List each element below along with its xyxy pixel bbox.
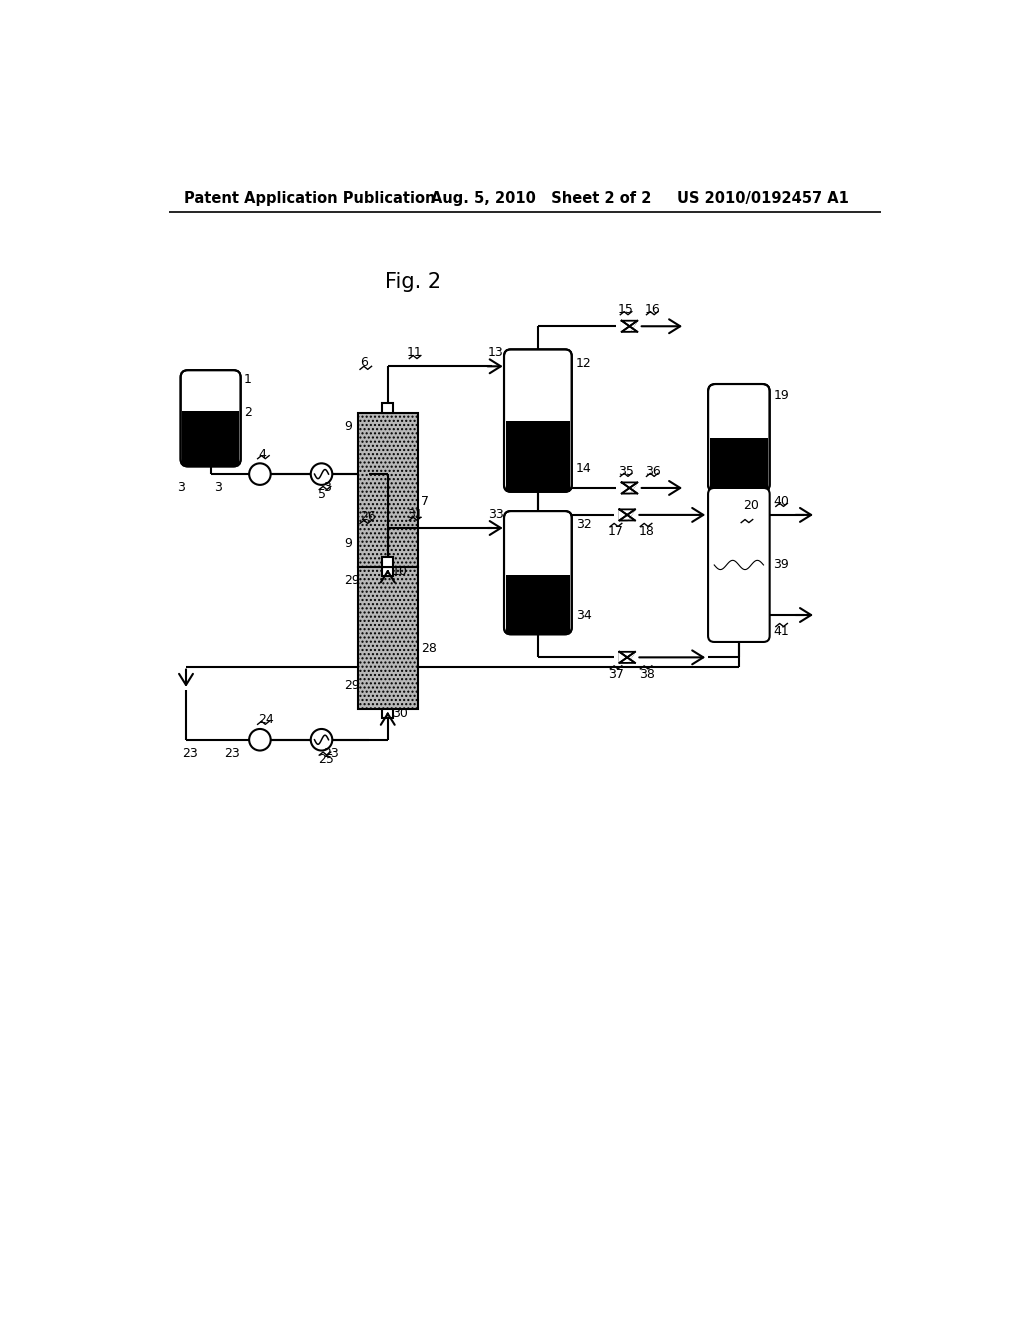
Polygon shape <box>622 482 637 494</box>
Text: 40: 40 <box>773 495 790 508</box>
Bar <box>506 421 570 492</box>
FancyBboxPatch shape <box>708 384 770 492</box>
Text: 23: 23 <box>224 747 241 760</box>
Text: 26: 26 <box>360 510 376 523</box>
Text: 25: 25 <box>317 754 334 767</box>
Bar <box>182 411 240 466</box>
Polygon shape <box>622 321 637 331</box>
Text: 34: 34 <box>575 609 592 622</box>
Text: 9: 9 <box>344 537 351 550</box>
Polygon shape <box>620 652 635 663</box>
Text: 3: 3 <box>214 482 222 495</box>
Text: 29: 29 <box>344 680 359 693</box>
FancyBboxPatch shape <box>504 511 571 635</box>
Text: 10: 10 <box>391 565 408 578</box>
Text: 37: 37 <box>608 668 624 681</box>
Text: 41: 41 <box>773 626 790 639</box>
Bar <box>382 404 393 412</box>
Text: 9: 9 <box>344 420 351 433</box>
Text: 29: 29 <box>344 574 359 587</box>
Text: 3: 3 <box>177 482 184 495</box>
Text: Aug. 5, 2010   Sheet 2 of 2: Aug. 5, 2010 Sheet 2 of 2 <box>431 191 651 206</box>
Text: US 2010/0192457 A1: US 2010/0192457 A1 <box>677 191 849 206</box>
Text: 13: 13 <box>487 346 504 359</box>
Text: 19: 19 <box>773 389 790 403</box>
Circle shape <box>249 729 270 751</box>
Text: 38: 38 <box>639 668 654 681</box>
Bar <box>382 557 393 566</box>
Polygon shape <box>620 510 635 520</box>
Polygon shape <box>620 652 635 663</box>
Text: 39: 39 <box>773 558 790 572</box>
Polygon shape <box>620 510 635 520</box>
Circle shape <box>249 463 270 484</box>
Text: 32: 32 <box>575 519 592 532</box>
Text: 33: 33 <box>487 508 504 520</box>
Text: 5: 5 <box>317 487 326 500</box>
Text: 28: 28 <box>422 643 437 656</box>
FancyBboxPatch shape <box>180 370 241 466</box>
Text: 3: 3 <box>323 482 331 495</box>
Text: 4: 4 <box>258 447 266 461</box>
Text: 24: 24 <box>258 713 274 726</box>
Text: 23: 23 <box>323 747 339 760</box>
FancyBboxPatch shape <box>708 488 770 642</box>
Text: 18: 18 <box>639 525 654 539</box>
Text: Patent Application Publication: Patent Application Publication <box>184 191 436 206</box>
Text: 14: 14 <box>575 462 592 475</box>
Bar <box>506 576 570 635</box>
Text: 6: 6 <box>360 356 368 370</box>
Bar <box>382 709 393 718</box>
Circle shape <box>310 729 333 751</box>
Text: 31: 31 <box>407 508 423 520</box>
Text: 11: 11 <box>407 346 423 359</box>
Circle shape <box>310 463 333 484</box>
Text: Fig. 2: Fig. 2 <box>385 272 440 292</box>
Text: 35: 35 <box>617 465 634 478</box>
Text: 12: 12 <box>575 356 592 370</box>
Text: 36: 36 <box>645 465 660 478</box>
Polygon shape <box>622 482 637 494</box>
Text: 30: 30 <box>391 708 408 721</box>
Text: 16: 16 <box>645 302 660 315</box>
Text: 1: 1 <box>244 372 252 385</box>
Polygon shape <box>622 321 637 331</box>
Text: 7: 7 <box>421 495 429 508</box>
Bar <box>710 438 768 492</box>
Text: 20: 20 <box>743 499 760 512</box>
FancyBboxPatch shape <box>504 350 571 492</box>
Bar <box>357 566 418 709</box>
Bar <box>382 566 393 576</box>
Bar <box>357 412 418 566</box>
Text: 23: 23 <box>182 747 198 760</box>
Text: 15: 15 <box>617 302 634 315</box>
Text: 17: 17 <box>608 525 624 539</box>
Text: 2: 2 <box>244 407 252 418</box>
